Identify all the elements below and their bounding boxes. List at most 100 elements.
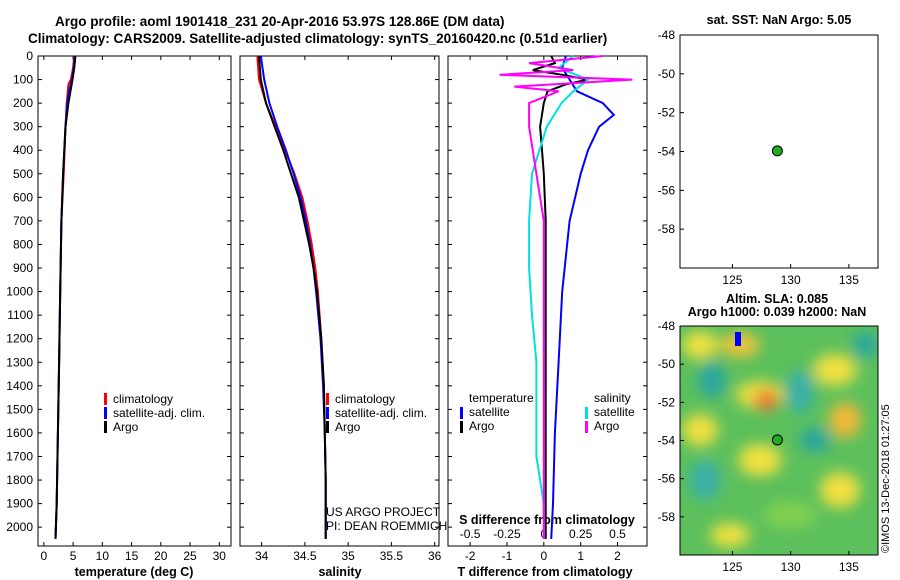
legend-label: Argo — [469, 419, 495, 433]
sst-map-title: sat. SST: NaN Argo: 5.05 — [707, 13, 852, 27]
x-tick-label: 35 — [341, 549, 355, 563]
salinity-series — [256, 55, 327, 539]
map-y-tick-label: -48 — [658, 319, 676, 333]
legend-label: satellite — [594, 405, 635, 419]
series-line-climatology — [256, 55, 327, 539]
depth-tick-label: 0 — [26, 49, 33, 63]
sla-map-title1: Altim. SLA: 0.085 — [726, 292, 828, 306]
x-tick-label: 20 — [154, 549, 168, 563]
legend-swatch-climatology — [104, 393, 107, 405]
legend-swatch-t-satellite — [460, 407, 463, 419]
x-tick-label: 25 — [183, 549, 197, 563]
depth-tick-label: 1000 — [6, 285, 33, 299]
depth-axis: 0 100 200 300 400 500 600 700 800 900 1000 1100 1200… — [6, 49, 647, 534]
series-line-argo — [54, 55, 77, 539]
legend-label: satellite-adj. clim. — [113, 406, 205, 420]
depth-tick-label: 1900 — [6, 497, 33, 511]
depth-tick-label: 1700 — [6, 449, 33, 463]
legend-label: satellite-adj. clim. — [335, 406, 427, 420]
sla-map-title2: Argo h1000: 0.039 h2000: NaN — [688, 305, 867, 319]
x-tick-label: 1 — [577, 549, 584, 563]
difference-series — [499, 55, 633, 539]
depth-tick-label: 500 — [13, 167, 33, 181]
temperature-xlabel: temperature (deg C) — [75, 565, 194, 579]
project-credit: US ARGO PROJECT — [326, 505, 441, 519]
salinity-legend: climatology satellite-adj. clim. Argo — [326, 392, 427, 434]
legend-label: climatology — [113, 392, 173, 406]
s-diff-tick-label: 0.5 — [609, 527, 626, 541]
series-line-temperature-satellite — [550, 55, 616, 539]
temperature-series — [54, 55, 77, 539]
legend-swatch-satellite — [326, 407, 329, 419]
pi-credit: PI: DEAN ROEMMICH — [326, 519, 447, 533]
map-x-tick-label: 135 — [839, 273, 859, 287]
sst-map-points — [771, 145, 783, 157]
map-y-tick-label: -50 — [658, 67, 676, 81]
s-diff-tick-label: 0.25 — [569, 527, 593, 541]
legend-swatch-s-satellite — [585, 407, 588, 419]
difference-x-axis: -2 -1 0 1 2 — [465, 56, 621, 563]
depth-tick-label: 2000 — [6, 520, 33, 534]
s-difference-xlabel: S difference from climatology — [459, 513, 635, 527]
depth-tick-label: 1500 — [6, 402, 33, 416]
x-tick-label: 2 — [614, 549, 621, 563]
temperature-plot-frame — [37, 55, 232, 547]
legend-label: Argo — [113, 420, 139, 434]
depth-tick-label: 1300 — [6, 355, 33, 369]
salinity-plot-frame — [239, 55, 440, 547]
sst-map-axes: 125 130 135 -48 -50 -52 -54 -56 -58 — [658, 28, 860, 287]
x-tick-label: 5 — [70, 549, 77, 563]
argo-location-marker — [771, 434, 783, 446]
legend-swatch-s-argo — [585, 421, 588, 433]
depth-tick-label: 1800 — [6, 473, 33, 487]
map-x-tick-label: 130 — [781, 273, 801, 287]
map-y-tick-label: -52 — [658, 106, 676, 120]
depth-tick-label: 800 — [13, 237, 33, 251]
series-line-salinity-satellite — [528, 55, 590, 539]
legend-label: Argo — [594, 419, 620, 433]
x-tick-label: 10 — [96, 549, 110, 563]
legend-swatch-t-argo — [460, 421, 463, 433]
depth-tick-label: 1400 — [6, 379, 33, 393]
map-y-tick-label: -50 — [658, 357, 676, 371]
x-tick-label: 15 — [125, 549, 139, 563]
difference-plot-frame — [447, 55, 648, 547]
x-tick-label: 36 — [428, 549, 442, 563]
legend-swatch-argo — [104, 421, 107, 433]
map-x-tick-label: 125 — [722, 273, 742, 287]
depth-tick-label: 600 — [13, 190, 33, 204]
difference-xlabel: T difference from climatology — [457, 565, 632, 579]
depth-tick-label: 100 — [13, 73, 33, 87]
map-y-tick-label: -56 — [658, 472, 676, 486]
difference-legend: temperature satellite Argo salinity sate… — [460, 391, 635, 433]
x-tick-label: 35.5 — [380, 549, 404, 563]
series-line-argo — [258, 55, 327, 539]
x-tick-label: 34.5 — [293, 549, 317, 563]
x-tick-label: 34 — [255, 549, 269, 563]
salinity-xlabel: salinity — [318, 565, 361, 579]
depth-tick-label: 1600 — [6, 426, 33, 440]
depth-tick-label: 1100 — [7, 308, 33, 322]
map-y-tick-label: -58 — [658, 222, 676, 236]
sla-map-axes: 125 130 135 -48 -50 -52 -54 -56 -58 — [658, 319, 860, 574]
argo-location-marker — [771, 145, 783, 157]
legend-label: Argo — [335, 420, 361, 434]
map-x-tick-label: 130 — [781, 560, 801, 574]
x-tick-label: -2 — [465, 549, 476, 563]
sla-heatmap — [680, 326, 878, 555]
legend-swatch-climatology — [326, 393, 329, 405]
map-y-tick-label: -58 — [658, 510, 676, 524]
x-tick-label: 0 — [540, 549, 547, 563]
map-y-tick-label: -52 — [658, 395, 676, 409]
legend-label: climatology — [335, 392, 395, 406]
depth-tick-label: 700 — [13, 214, 33, 228]
depth-tick-label: 1200 — [6, 332, 33, 346]
temperature-legend: climatology satellite-adj. clim. Argo — [104, 392, 205, 434]
sla-map-points — [771, 434, 783, 446]
series-line-satellite-adj-clim- — [259, 55, 327, 539]
map-y-tick-label: -56 — [658, 183, 676, 197]
legend-title-salinity: salinity — [594, 391, 631, 405]
s-diff-tick-label: -0.5 — [460, 527, 481, 541]
header-line1: Argo profile: aoml 1901418_231 20-Apr-20… — [55, 14, 504, 29]
